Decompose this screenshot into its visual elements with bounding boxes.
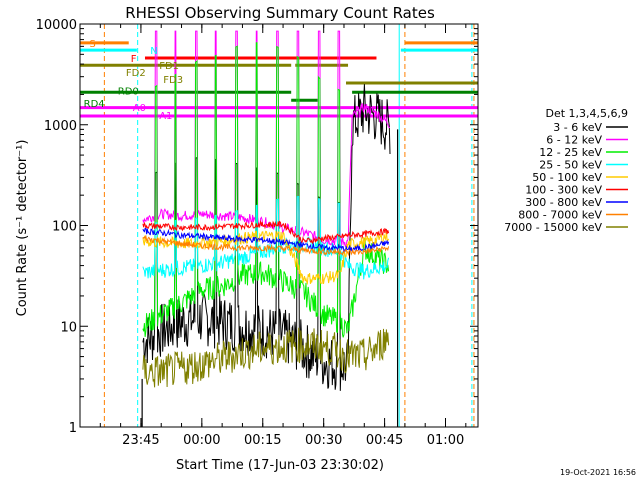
x-tick-label: 01:00 (427, 433, 464, 448)
legend-label-3: 25 - 50 keV (539, 159, 602, 172)
series-line-2 (142, 42, 390, 338)
generation-timestamp: 19-Oct-2021 16:56 (560, 468, 636, 477)
legend-label-5: 100 - 300 keV (525, 184, 602, 197)
series-line-1 (142, 30, 390, 248)
legend-label-0: 3 - 6 keV (553, 121, 602, 134)
state-bar-label-a0: A0 (133, 103, 146, 114)
series-line-4 (142, 230, 390, 286)
y-axis-label: Count Rate (s⁻¹ detector⁻¹) (15, 140, 30, 317)
y-tick-label: 10 (60, 320, 77, 335)
legend-label-7: 800 - 7000 keV (518, 209, 602, 222)
state-bar-label-f: F (131, 54, 137, 65)
x-tick-label: 00:30 (305, 433, 342, 448)
x-axis-label: Start Time (17-Jun-03 23:30:02) (176, 458, 384, 473)
x-tick-label: 00:15 (244, 433, 281, 448)
legend-title: Det 1,3,4,5,6,9 (545, 107, 628, 120)
y-tick-label: 10000 (36, 18, 77, 33)
state-bar-label-rd0: RD0 (118, 86, 139, 97)
series-line-3 (142, 196, 390, 280)
legend-label-6: 300 - 800 keV (525, 196, 602, 209)
y-tick-label: 1 (69, 421, 77, 436)
legend-label-2: 12 - 25 keV (539, 146, 602, 159)
y-tick-label: 1000 (44, 119, 77, 134)
state-bar-label-fd1: FD1 (159, 61, 179, 72)
y-tick-label: 100 (52, 220, 77, 235)
plot-area (80, 24, 478, 427)
series-line-5 (142, 219, 390, 245)
series-line-8 (142, 327, 390, 388)
x-tick-label: 23:45 (122, 433, 159, 448)
legend-label-4: 50 - 100 keV (532, 171, 602, 184)
legend-label-8: 7000 - 15000 keV (504, 221, 602, 234)
state-bar-label-fd2: FD2 (126, 68, 146, 79)
x-tick-label: 00:45 (366, 433, 403, 448)
legend-label-1: 6 - 12 keV (546, 134, 602, 147)
series-line-7 (142, 234, 390, 257)
x-tick-label: 00:00 (183, 433, 220, 448)
series-line-0 (142, 84, 391, 391)
state-bar-label-n: N (150, 46, 157, 57)
axes: 1 10 100 1000 10000 23:45 00:00 00:15 00:30 00:45… (36, 18, 479, 448)
state-bar-label-a1: A1 (159, 111, 172, 122)
series-line-6 (142, 227, 390, 253)
state-bar-label-rd4: RD4 (84, 99, 105, 110)
state-bar-label-fd3: FD3 (163, 75, 183, 86)
chart-title: RHESSI Observing Summary Count Rates (125, 4, 435, 22)
state-bar-label-s: S (89, 39, 95, 50)
